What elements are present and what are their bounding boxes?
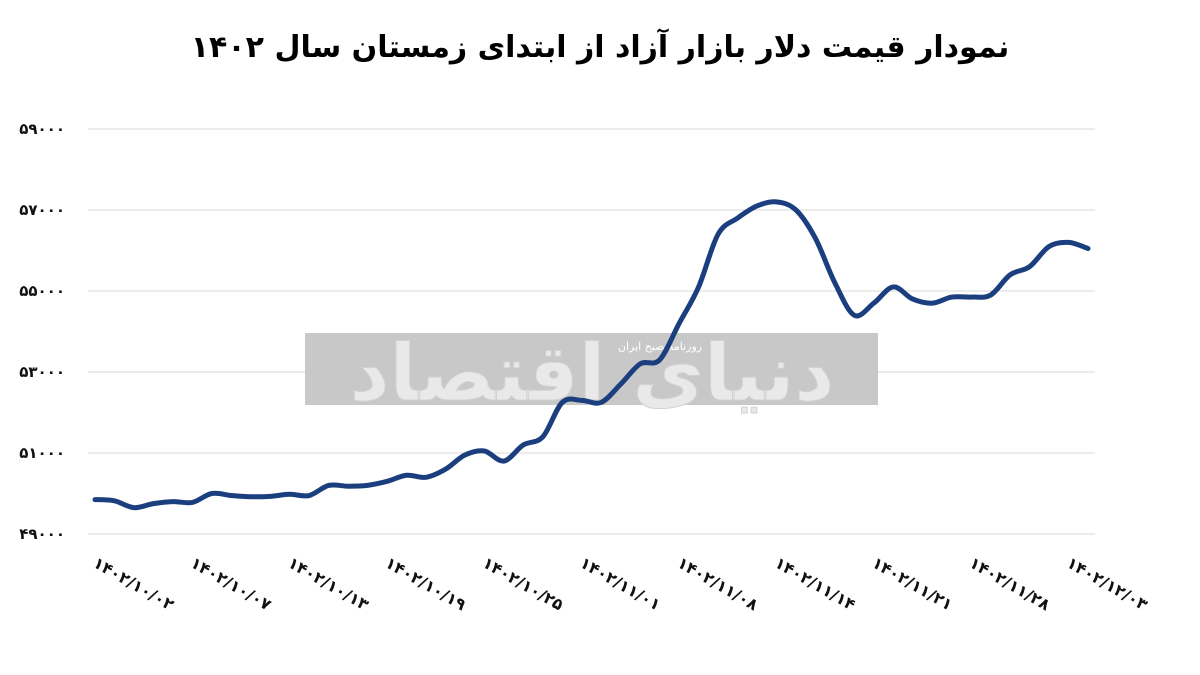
- x-tick-label: ۱۴۰۲/۱۰/۲۵: [479, 553, 566, 614]
- y-tick-label: ۵۹۰۰۰: [19, 120, 65, 138]
- y-tick-label: ۵۳۰۰۰: [19, 363, 65, 381]
- x-axis-ticks: ۱۴۰۲/۱۰/۰۲ ۱۴۰۲/۱۰/۰۷ ۱۴۰۲/۱۰/۱۳ ۱۴۰۲/۱۰/۱۹…: [90, 553, 1151, 614]
- x-tick-label: ۱۴۰۲/۱۱/۱۴: [771, 553, 858, 614]
- series-layer: [92, 199, 1091, 511]
- watermark-band: [305, 333, 878, 405]
- y-axis-ticks: ۴۹۰۰۰ ۵۱۰۰۰ ۵۳۰۰۰ ۵۵۰۰۰ ۵۷۰۰۰ ۵۹۰۰۰: [19, 120, 65, 543]
- x-tick-label: ۱۴۰۲/۱۰/۱۳: [285, 553, 372, 614]
- y-tick-label: ۵۷۰۰۰: [19, 201, 65, 219]
- x-tick-label: ۱۴۰۲/۱۰/۰۲: [90, 553, 177, 614]
- y-tick-label: ۵۵۰۰۰: [19, 282, 65, 300]
- x-tick-label: ۱۴۰۲/۱۱/۲۸: [966, 553, 1053, 614]
- y-tick-label: ۵۱۰۰۰: [19, 444, 65, 462]
- watermark-logo-text: دنیای اقتصاد: [350, 329, 835, 419]
- x-tick-label: ۱۴۰۲/۱۰/۰۷: [187, 553, 274, 614]
- x-tick-label: ۱۴۰۲/۱۱/۰۸: [674, 553, 761, 614]
- x-tick-label: ۱۴۰۲/۱۰/۱۹: [382, 553, 469, 614]
- watermark-subtitle: روزنامه صبح ایران: [618, 340, 702, 353]
- x-tick-label: ۱۴۰۲/۱۱/۰۱: [577, 553, 664, 614]
- chart-title: نمودار قیمت دلار بازار آزاد از ابتدای زم…: [190, 30, 1010, 65]
- x-tick-label: ۱۴۰۲/۱۲/۰۳: [1064, 553, 1151, 614]
- series-line: [92, 199, 1091, 511]
- y-tick-label: ۴۹۰۰۰: [19, 525, 65, 543]
- x-tick-label: ۱۴۰۲/۱۱/۲۱: [869, 553, 956, 614]
- watermark-logo: دنیای اقتصاد روزنامه صبح ایران: [305, 329, 878, 420]
